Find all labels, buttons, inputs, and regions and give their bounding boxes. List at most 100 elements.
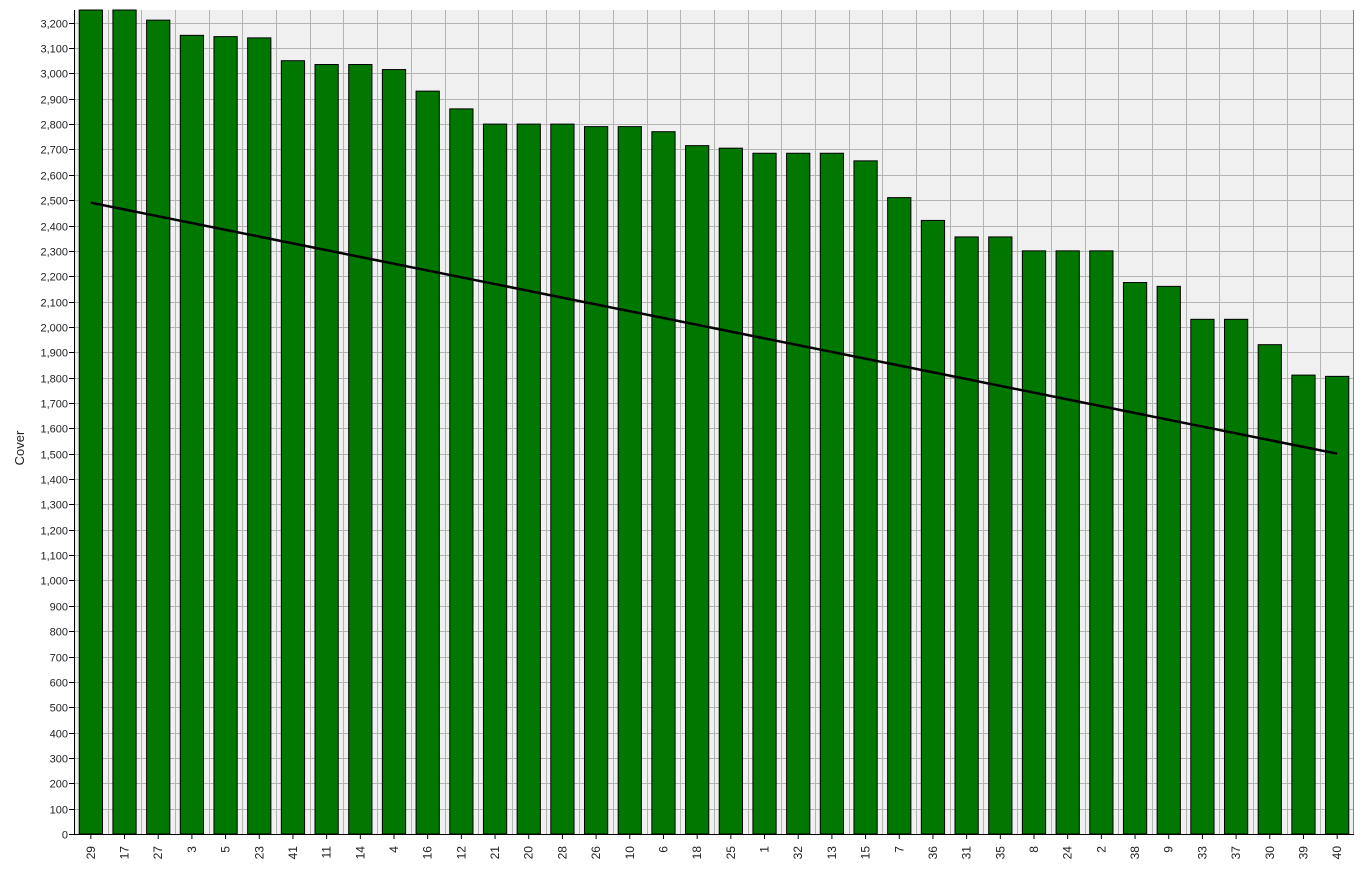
bar-17	[112, 9, 137, 835]
bar-18	[685, 145, 710, 835]
x-tick-label: 21	[488, 846, 502, 860]
x-tick-label: 18	[690, 846, 704, 860]
x-tick-label: 30	[1263, 846, 1277, 860]
x-tick-label: 6	[656, 846, 670, 853]
bar-39	[1291, 374, 1316, 835]
bar-23	[247, 37, 272, 835]
x-tick-label: 36	[926, 846, 940, 860]
bar-28	[550, 123, 575, 835]
x-tick-labels: 29 17 27 3 5 23 41 11 14 4 16 12 21 20 28 26 10 6 18 25 1 32 1…	[84, 846, 1344, 860]
x-tick-label: 12	[454, 846, 468, 860]
bar-2	[1089, 250, 1114, 835]
y-tick-label: 200	[50, 779, 68, 791]
bar-41	[280, 60, 306, 835]
x-tick-label: 39	[1296, 846, 1310, 860]
y-tick-label: 3,100	[40, 44, 68, 56]
x-tick-label: 29	[84, 846, 98, 860]
bar-27	[146, 19, 171, 835]
y-tick-label: 500	[50, 703, 68, 715]
bar-11	[314, 64, 339, 835]
x-tick-label: 32	[791, 846, 805, 860]
x-tick-label: 10	[623, 846, 637, 860]
y-tick-label: 300	[50, 754, 68, 766]
x-tick-label: 27	[151, 846, 165, 860]
bar-13	[819, 152, 845, 835]
y-tick-label: 100	[50, 805, 68, 817]
x-tick-label: 4	[387, 846, 401, 853]
x-tick-label: 3	[185, 846, 199, 853]
bar-16	[415, 90, 440, 835]
y-tick-label: 1,500	[40, 450, 68, 462]
y-tick-label: 3,200	[40, 19, 68, 31]
bar-38	[1122, 282, 1148, 835]
bar-8	[1021, 250, 1047, 835]
bar-40	[1325, 375, 1350, 835]
x-tick-label: 15	[859, 846, 873, 860]
bar-31	[954, 236, 979, 835]
y-tick-label: 2,600	[40, 171, 68, 183]
trendline-layer	[90, 201, 1338, 455]
y-tick-label: 1,700	[40, 399, 68, 411]
x-tick-label: 8	[1027, 846, 1041, 853]
y-tick-label: 800	[50, 627, 68, 639]
y-tick-label: 1,800	[40, 374, 68, 386]
x-tick-label: 16	[421, 846, 435, 860]
x-tick-label: 13	[825, 846, 839, 860]
x-tick-label: 26	[589, 846, 603, 860]
x-tick-label: 9	[1162, 846, 1176, 853]
y-tick-label: 2,400	[40, 222, 68, 234]
bar-26	[583, 126, 609, 835]
bar-1	[752, 152, 777, 835]
x-tick-label: 25	[724, 846, 738, 860]
y-tick-label: 2,900	[40, 95, 68, 107]
x-tick-label: 20	[522, 846, 536, 860]
bar-37	[1223, 318, 1249, 835]
axes	[69, 10, 1354, 839]
x-tick-label: 23	[252, 846, 266, 860]
bar-9	[1156, 285, 1181, 835]
y-tick-label: 600	[50, 678, 68, 690]
bar-7	[887, 197, 912, 835]
x-tick-label: 31	[960, 846, 974, 860]
x-tick-label: 33	[1195, 846, 1209, 860]
y-tick-label: 2,100	[40, 298, 68, 310]
y-tick-label: 2,800	[40, 120, 68, 132]
y-tick-label: 1,200	[40, 526, 68, 538]
trendline	[90, 201, 1338, 455]
y-tick-label: 2,700	[40, 145, 68, 157]
bar-14	[348, 64, 373, 835]
bar-10	[617, 126, 642, 835]
bar-36	[920, 219, 946, 835]
bar-21	[482, 123, 508, 835]
x-tick-label: 38	[1128, 846, 1142, 860]
bar-3	[179, 34, 205, 835]
bar-30	[1257, 344, 1282, 835]
y-tick-label: 1,000	[40, 576, 68, 588]
y-tick-label: 700	[50, 653, 68, 665]
x-tick-label: 35	[993, 846, 1007, 860]
bar-12	[449, 108, 474, 835]
y-tick-label: 2,200	[40, 272, 68, 284]
x-tick-label: 14	[353, 846, 367, 860]
y-tick-label: 1,900	[40, 348, 68, 360]
y-tick-label: 0	[62, 830, 68, 842]
x-tick-label: 11	[320, 846, 334, 859]
bar-4	[381, 69, 407, 835]
bar-33	[1190, 318, 1215, 835]
bar-24	[1055, 250, 1080, 835]
y-tick-label: 900	[50, 602, 68, 614]
y-tick-label: 1,400	[40, 475, 68, 487]
bar-29	[78, 9, 103, 835]
x-tick-label: 5	[219, 846, 233, 853]
x-tick-label: 40	[1330, 846, 1344, 860]
x-tick-label: 24	[1061, 846, 1075, 860]
y-tick-label: 1,100	[40, 551, 68, 563]
y-tick-label: 1,600	[40, 424, 68, 436]
bar-35	[988, 236, 1013, 835]
y-tick-label: 1,300	[40, 500, 68, 512]
x-tick-label: 17	[118, 846, 132, 860]
bar-20	[516, 123, 541, 835]
bar-5	[213, 36, 238, 835]
